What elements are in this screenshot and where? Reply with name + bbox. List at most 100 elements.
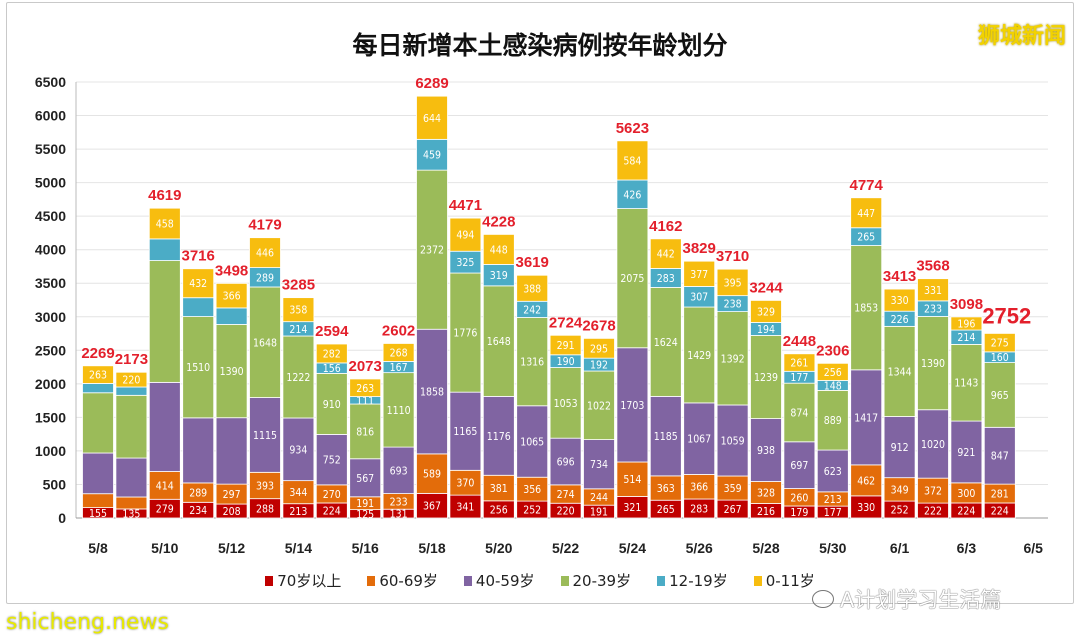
segment-data-label: 349 [891, 483, 909, 496]
bar-segment [783, 382, 816, 443]
bar-segment [616, 208, 649, 349]
x-tick-label: 5/12 [218, 540, 245, 556]
bar-segment [850, 464, 883, 497]
bar-segment [249, 286, 281, 398]
total-data-label: 3285 [282, 277, 315, 294]
bar-segment [917, 409, 949, 479]
segment-data-label: 644 [423, 112, 441, 125]
segment-data-label: 447 [857, 207, 875, 220]
segment-data-label: 263 [356, 382, 374, 395]
x-tick-label: 5/20 [485, 540, 512, 556]
legend-swatch [265, 575, 274, 586]
y-tick-label: 0 [58, 510, 66, 526]
bar-segment [382, 372, 415, 448]
segment-data-label: 191 [356, 497, 374, 510]
segment-data-label: 226 [891, 313, 909, 326]
bar-segment [148, 471, 181, 500]
total-data-label: 2724 [549, 314, 583, 331]
segment-data-label: 252 [891, 504, 909, 517]
y-tick-label: 2500 [35, 342, 66, 358]
bar-segment [649, 287, 682, 397]
bar-segment [115, 394, 148, 459]
bar-segment [716, 311, 749, 406]
segment-data-label: 268 [390, 346, 408, 359]
segment-data-label: 938 [757, 444, 775, 457]
y-tick-label: 500 [43, 476, 67, 492]
bar-segment [516, 317, 549, 407]
segment-data-label: 341 [456, 501, 474, 514]
segment-data-label: 847 [991, 450, 1009, 463]
segment-data-label: 432 [189, 277, 207, 290]
wechat-account-name: A计划学习生活篇 [840, 588, 1002, 612]
bar-segment [850, 245, 883, 371]
segment-data-label: 213 [824, 493, 842, 506]
segment-data-label: 921 [957, 446, 975, 459]
total-data-label: 2594 [315, 323, 349, 340]
segment-data-label: 244 [590, 491, 608, 504]
bar-segment [549, 367, 582, 439]
chart-title: 每日新增本土感染病例按年龄划分 [352, 31, 728, 60]
bar-segment [249, 397, 281, 473]
legend-label: 40-59岁 [475, 572, 535, 590]
y-tick-label: 5000 [35, 175, 66, 191]
segment-data-label: 328 [757, 487, 775, 500]
bar-segment [182, 316, 215, 419]
total-data-label: 4619 [148, 187, 181, 204]
segment-data-label: 214 [957, 331, 975, 344]
segment-data-label: 623 [824, 465, 842, 478]
bar-segment [82, 383, 114, 394]
segment-data-label: 213 [289, 505, 307, 518]
bar-segment [282, 297, 315, 323]
segment-data-label: 1776 [453, 327, 477, 340]
y-tick-label: 3000 [35, 309, 66, 325]
segment-data-label: 1429 [687, 349, 711, 362]
segment-data-label: 1853 [854, 302, 878, 315]
segment-data-label: 414 [156, 479, 174, 492]
segment-data-label: 697 [790, 459, 808, 472]
bar-segment [983, 426, 1016, 485]
total-data-label: 4162 [649, 218, 682, 235]
segment-data-label: 1222 [286, 371, 310, 384]
total-data-label: 3716 [182, 248, 215, 265]
legend-label: 70岁以上 [277, 572, 342, 590]
segment-data-label: 393 [256, 480, 274, 493]
segment-data-label: 363 [657, 482, 675, 495]
bar-segment [649, 238, 682, 269]
segment-data-label: 734 [590, 458, 608, 471]
segment-data-label: 874 [790, 406, 808, 419]
brand-watermark: 狮城新闻 [977, 24, 1066, 49]
total-data-label: 5623 [616, 120, 649, 137]
segment-data-label: 216 [757, 505, 775, 518]
bar-segment [215, 307, 248, 325]
y-tick-label: 6500 [35, 74, 66, 90]
segment-data-label: 252 [523, 504, 541, 517]
bar-segment [950, 344, 983, 422]
legend-item: 60-69岁 [367, 570, 438, 591]
segment-data-label: 297 [223, 488, 241, 501]
total-data-label: 3244 [749, 279, 783, 296]
bar-segment [315, 372, 348, 435]
total-data-label: 2448 [783, 333, 816, 350]
bar-segment [315, 343, 348, 364]
segment-data-label: 910 [323, 398, 341, 411]
segment-data-label: 1624 [654, 336, 678, 349]
segment-data-label: 325 [456, 256, 474, 269]
x-tick-label: 5/22 [552, 540, 579, 556]
bar-segment [850, 369, 883, 466]
segment-data-label: 131 [390, 508, 408, 521]
total-data-label: 2306 [816, 342, 849, 359]
total-data-label: 4774 [850, 177, 884, 194]
legend-label: 20-39岁 [572, 572, 632, 590]
bar-segment [482, 474, 515, 502]
x-tick-label: 5/10 [151, 540, 178, 556]
bar-segment [950, 316, 983, 331]
segment-data-label: 426 [623, 188, 641, 201]
segment-data-label: 291 [557, 339, 575, 352]
total-data-label: 2173 [115, 351, 148, 368]
bar-segment [816, 390, 849, 451]
segment-data-label: 584 [623, 154, 641, 167]
segment-data-label: 965 [991, 389, 1009, 402]
segment-data-label: 1185 [654, 430, 678, 443]
bar-segment [549, 437, 582, 486]
site-watermark: shicheng.news [6, 610, 169, 635]
